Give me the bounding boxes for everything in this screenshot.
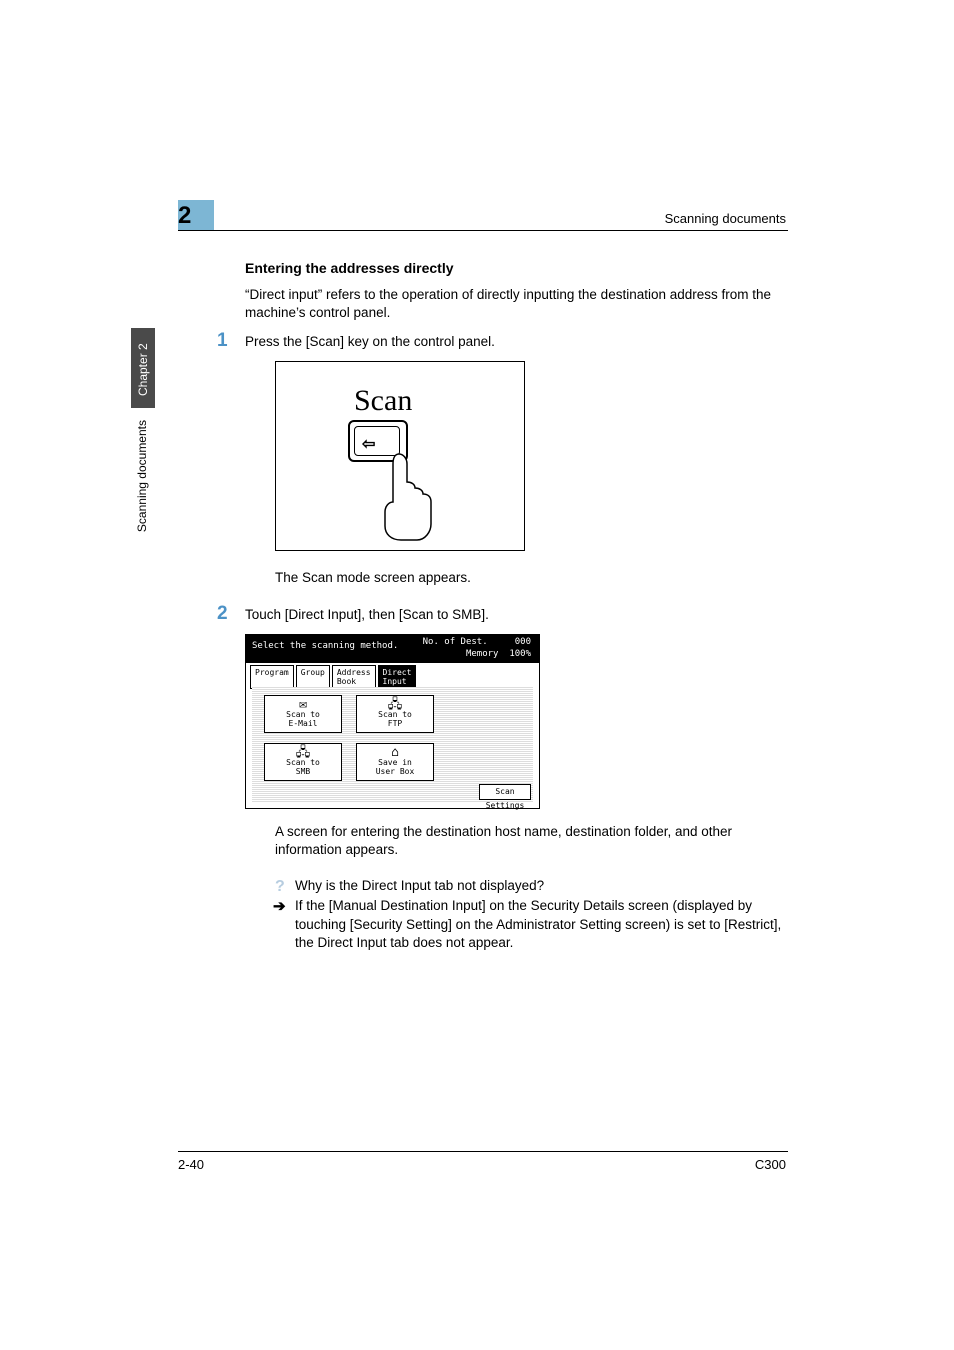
tab-address-book[interactable]: Address Book xyxy=(332,665,376,689)
faq-question: ? Why is the Direct Input tab not displa… xyxy=(275,877,789,895)
step-text: Touch [Direct Input], then [Scan to SMB]… xyxy=(245,606,789,624)
tab-program[interactable]: Program xyxy=(250,665,294,689)
ftp-icon: 🖧 xyxy=(357,698,433,711)
figure-touchscreen: Select the scanning method. No. of Dest.… xyxy=(245,634,540,809)
step-number: 1 xyxy=(217,330,228,352)
model-number: C300 xyxy=(755,1157,786,1172)
scan-settings-button[interactable]: Scan Settings xyxy=(479,784,531,800)
scan-to-ftp-button[interactable]: 🖧 Scan to FTP xyxy=(356,695,434,733)
btn-label: Scan to SMB xyxy=(265,759,341,777)
faq-a-text: If the [Manual Destination Input] on the… xyxy=(295,898,781,949)
scan-arrow-icon: ⇦ xyxy=(362,434,375,454)
footer-rule xyxy=(178,1151,788,1152)
screen-tabs: Program Group Address Book Direct Input xyxy=(250,665,416,689)
btn-label: Save in User Box xyxy=(357,759,433,777)
tab-group[interactable]: Group xyxy=(296,665,330,689)
sidetab-chapter: Chapter 2 xyxy=(131,330,155,410)
header-rule xyxy=(178,230,788,231)
step-number: 2 xyxy=(217,603,228,625)
step-text: Press the [Scan] key on the control pane… xyxy=(245,333,789,351)
faq: ? Why is the Direct Input tab not displa… xyxy=(275,877,789,952)
btn-label: Scan to E-Mail xyxy=(265,711,341,729)
btn-label: Scan to FTP xyxy=(357,711,433,729)
scan-to-email-button[interactable]: ✉ Scan to E-Mail xyxy=(264,695,342,733)
scan-key-label: Scan xyxy=(354,384,412,418)
faq-q-text: Why is the Direct Input tab not displaye… xyxy=(295,878,544,893)
content: Entering the addresses directly “Direct … xyxy=(245,260,789,954)
email-icon: ✉ xyxy=(265,698,341,711)
chapter-number: 2 xyxy=(178,202,191,230)
faq-answer: ➔ If the [Manual Destination Input] on t… xyxy=(275,897,789,952)
dest-value: 000 xyxy=(515,637,531,647)
header-title: Scanning documents xyxy=(665,211,786,226)
step-1: 1 Press the [Scan] key on the control pa… xyxy=(245,333,789,351)
mem-value: 100% xyxy=(509,649,531,659)
screen-body: ✉ Scan to E-Mail 🖧 Scan to FTP 🖧 Scan to… xyxy=(252,687,533,802)
mem-label: Memory xyxy=(466,649,499,659)
sidetab-section: Scanning documents xyxy=(135,420,155,532)
smb-icon: 🖧 xyxy=(265,746,341,759)
section-intro: “Direct input” refers to the operation o… xyxy=(245,286,789,321)
save-in-userbox-button[interactable]: ⌂ Save in User Box xyxy=(356,743,434,781)
question-mark-icon: ? xyxy=(275,876,285,898)
arrow-right-icon: ➔ xyxy=(273,897,286,917)
screen-titlebar: Select the scanning method. No. of Dest.… xyxy=(246,635,539,663)
screen-destcount: No. of Dest. 000 xyxy=(423,637,531,647)
tab-direct-input[interactable]: Direct Input xyxy=(378,665,417,689)
screen-prompt: Select the scanning method. xyxy=(252,641,398,651)
figure-scan-key: Scan ⇦ xyxy=(275,361,525,551)
step-1-result: The Scan mode screen appears. xyxy=(275,569,789,587)
section-title: Entering the addresses directly xyxy=(245,260,789,276)
step-2-result: A screen for entering the destination ho… xyxy=(275,823,789,859)
userbox-icon: ⌂ xyxy=(357,746,433,759)
dest-label: No. of Dest. xyxy=(423,637,488,647)
screen-memory: Memory 100% xyxy=(466,649,531,659)
step-2: 2 Touch [Direct Input], then [Scan to SM… xyxy=(245,606,789,624)
page: 2 Scanning documents Chapter 2 Scanning … xyxy=(0,0,954,1350)
scan-to-smb-button[interactable]: 🖧 Scan to SMB xyxy=(264,743,342,781)
page-number: 2-40 xyxy=(178,1157,204,1172)
finger-press-icon xyxy=(381,452,433,542)
